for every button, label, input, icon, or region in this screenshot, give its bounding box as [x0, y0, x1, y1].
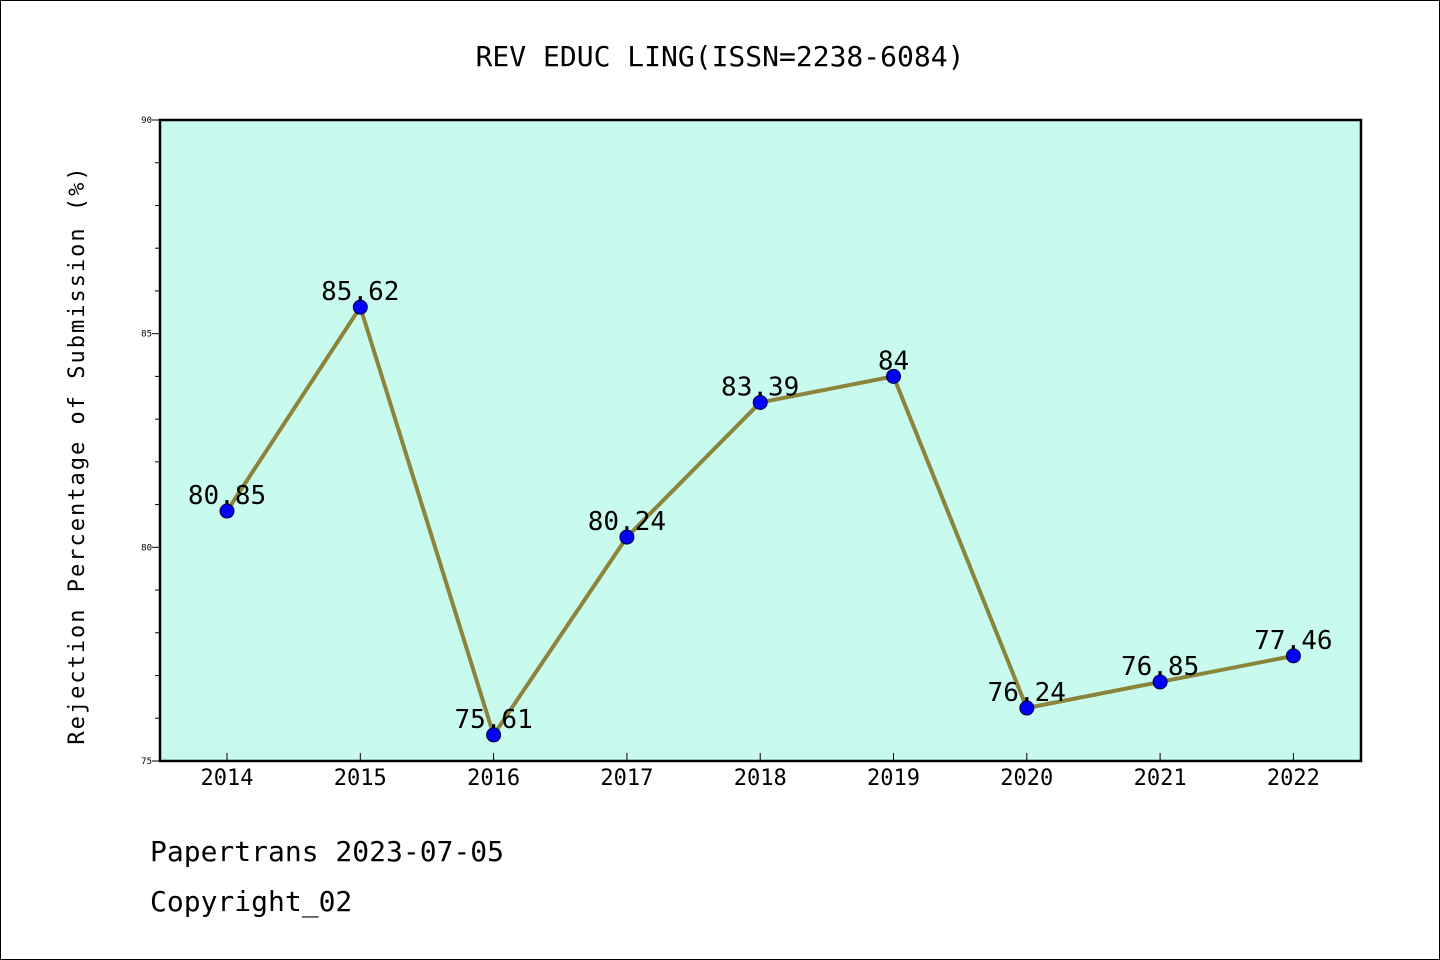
data-point-marker [1285, 648, 1301, 664]
data-point-marker [219, 503, 235, 519]
data-label: 76.85 [1121, 652, 1199, 682]
plot-area [158, 118, 1363, 763]
x-tick-label: 2016 [467, 766, 520, 791]
series-line-group [225, 305, 1296, 737]
x-tick-label: 2020 [1000, 766, 1053, 791]
data-label: 80.24 [588, 507, 666, 537]
x-tick-label: 2019 [867, 766, 920, 791]
data-labels: 80.85 85.62 75.61 80.24 83.39 84 76.24 76.85 77.… [188, 277, 1333, 735]
data-label: 85.62 [321, 277, 399, 307]
series-line-segment [758, 374, 896, 405]
x-tick-label: 2021 [1134, 766, 1187, 791]
copyright-text: Copyright_02 [150, 885, 353, 918]
data-label: 75.61 [454, 705, 532, 735]
series-line-segment [1158, 653, 1296, 684]
x-tick-label: 2014 [201, 766, 254, 791]
data-label: 77.46 [1254, 626, 1332, 656]
axis-ticks: 75 80 85 90 2014 2015 2016 2017 2018 2019 2020 2021… [141, 116, 1320, 791]
data-point-marker [619, 529, 635, 545]
data-point-marker [486, 727, 502, 743]
x-tick-label: 2018 [734, 766, 787, 791]
chart-title: REV EDUC LING(ISSN=2238-6084) [476, 40, 965, 73]
data-label: 80.85 [188, 481, 266, 511]
series-line-segment [491, 535, 629, 737]
y-axis-label: Rejection Percentage of Submission (%) [65, 165, 90, 744]
x-tick-label: 2022 [1267, 766, 1320, 791]
data-label: 84 [878, 346, 909, 376]
y-tick-label: 80 [141, 543, 152, 553]
series-line-segment [358, 305, 496, 737]
data-label: 83.39 [721, 372, 799, 402]
data-label: 76.24 [988, 678, 1066, 708]
series-line-segment [225, 305, 363, 514]
data-point-marker [886, 368, 901, 384]
y-tick-label: 90 [141, 116, 152, 126]
data-point-marker [752, 394, 768, 410]
source-stamp: Papertrans 2023-07-05 [150, 835, 505, 868]
data-point-marker [1152, 674, 1168, 690]
series-line-segment [1024, 679, 1163, 711]
series-line-segment [891, 374, 1029, 711]
x-tick-label: 2017 [600, 766, 653, 791]
series-line-segment [624, 400, 763, 540]
series-markers [219, 299, 1301, 743]
data-point-marker [1019, 700, 1035, 716]
y-tick-label: 85 [141, 330, 152, 340]
data-point-marker [352, 299, 368, 315]
y-tick-label: 75 [141, 757, 152, 767]
x-tick-label: 2015 [334, 766, 387, 791]
